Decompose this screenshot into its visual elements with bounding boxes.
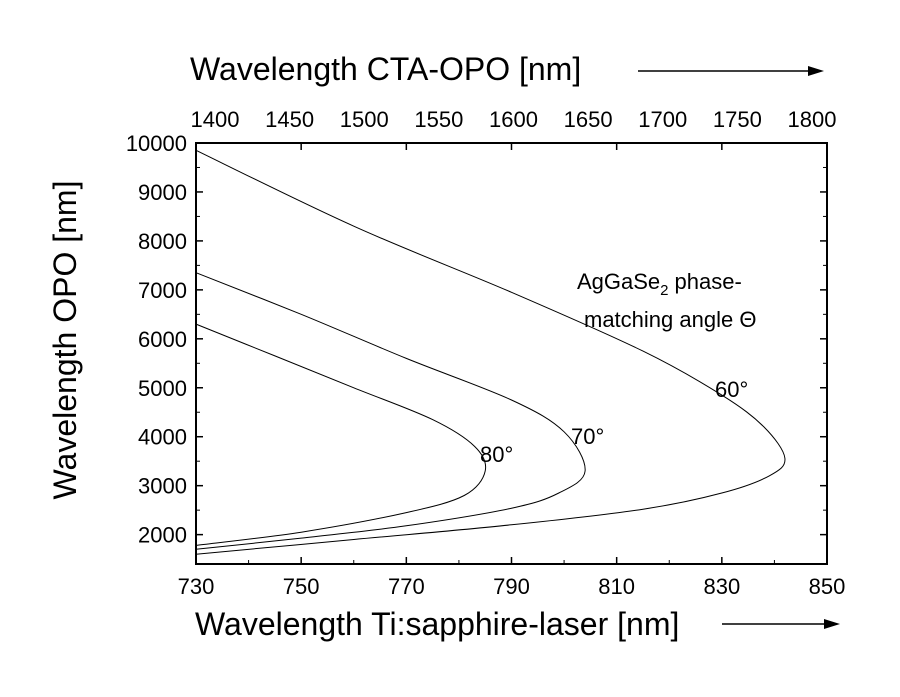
- x-axis-ticks: 730 750 770 790 810 830 850: [178, 143, 846, 599]
- annotation-formula: AgGaSe: [577, 269, 660, 294]
- curve-60-deg: [195, 149, 786, 555]
- x-tick-label-850: 850: [809, 574, 846, 599]
- top-tick-label-1400: 1400: [191, 107, 240, 132]
- annotation-phase: phase-: [675, 269, 742, 294]
- top-tick-label-1650: 1650: [564, 107, 613, 132]
- y-tick-label-8000: 8000: [138, 229, 187, 254]
- curve-70-deg: [195, 272, 586, 550]
- y-tick-label-10000: 10000: [126, 131, 187, 156]
- plot-frame: [195, 142, 828, 565]
- y-tick-label-6000: 6000: [138, 327, 187, 352]
- x-tick-label-730: 730: [178, 574, 215, 599]
- top-axis-arrow: [638, 66, 824, 76]
- x-tick-label-790: 790: [493, 574, 530, 599]
- x-tick-label-830: 830: [703, 574, 740, 599]
- y-tick-label-2000: 2000: [138, 523, 187, 548]
- x-axis-arrow: [722, 619, 840, 629]
- label-60: 60°: [715, 377, 748, 402]
- top-tick-label-1700: 1700: [638, 107, 687, 132]
- top-tick-label-1600: 1600: [489, 107, 538, 132]
- top-tick-label-1750: 1750: [713, 107, 762, 132]
- x-tick-label-810: 810: [598, 574, 635, 599]
- y-axis-ticks: 2000 3000 4000 5000 6000 7000 8000 9000 10000: [126, 131, 827, 548]
- y-tick-label-7000: 7000: [138, 278, 187, 303]
- y-tick-label-9000: 9000: [138, 180, 187, 205]
- top-axis-ticks: 1400 1450 1500 1550 1600 1650 1700 1750 1800: [191, 107, 837, 132]
- label-70: 70°: [571, 424, 604, 449]
- x-axis-title: Wavelength Ti:sapphire-laser [nm]: [195, 606, 679, 642]
- y-tick-label-3000: 3000: [138, 474, 187, 499]
- x-tick-label-770: 770: [388, 574, 425, 599]
- x-tick-label-750: 750: [283, 574, 320, 599]
- curve-80-deg: [195, 323, 487, 546]
- annotation-line1: AgGaSe2 phase-: [577, 269, 742, 299]
- top-tick-label-1500: 1500: [340, 107, 389, 132]
- top-axis-title: Wavelength CTA-OPO [nm]: [190, 51, 581, 87]
- y-axis-title: Wavelength OPO [nm]: [47, 181, 83, 500]
- curves: [195, 149, 786, 555]
- y-tick-label-5000: 5000: [138, 376, 187, 401]
- y-tick-label-4000: 4000: [138, 425, 187, 450]
- label-80: 80°: [480, 442, 513, 467]
- annotation-line2: matching angle Θ: [584, 307, 756, 332]
- top-tick-label-1800: 1800: [788, 107, 837, 132]
- top-tick-label-1450: 1450: [265, 107, 314, 132]
- top-tick-label-1550: 1550: [414, 107, 463, 132]
- annotation-subscript: 2: [660, 282, 668, 299]
